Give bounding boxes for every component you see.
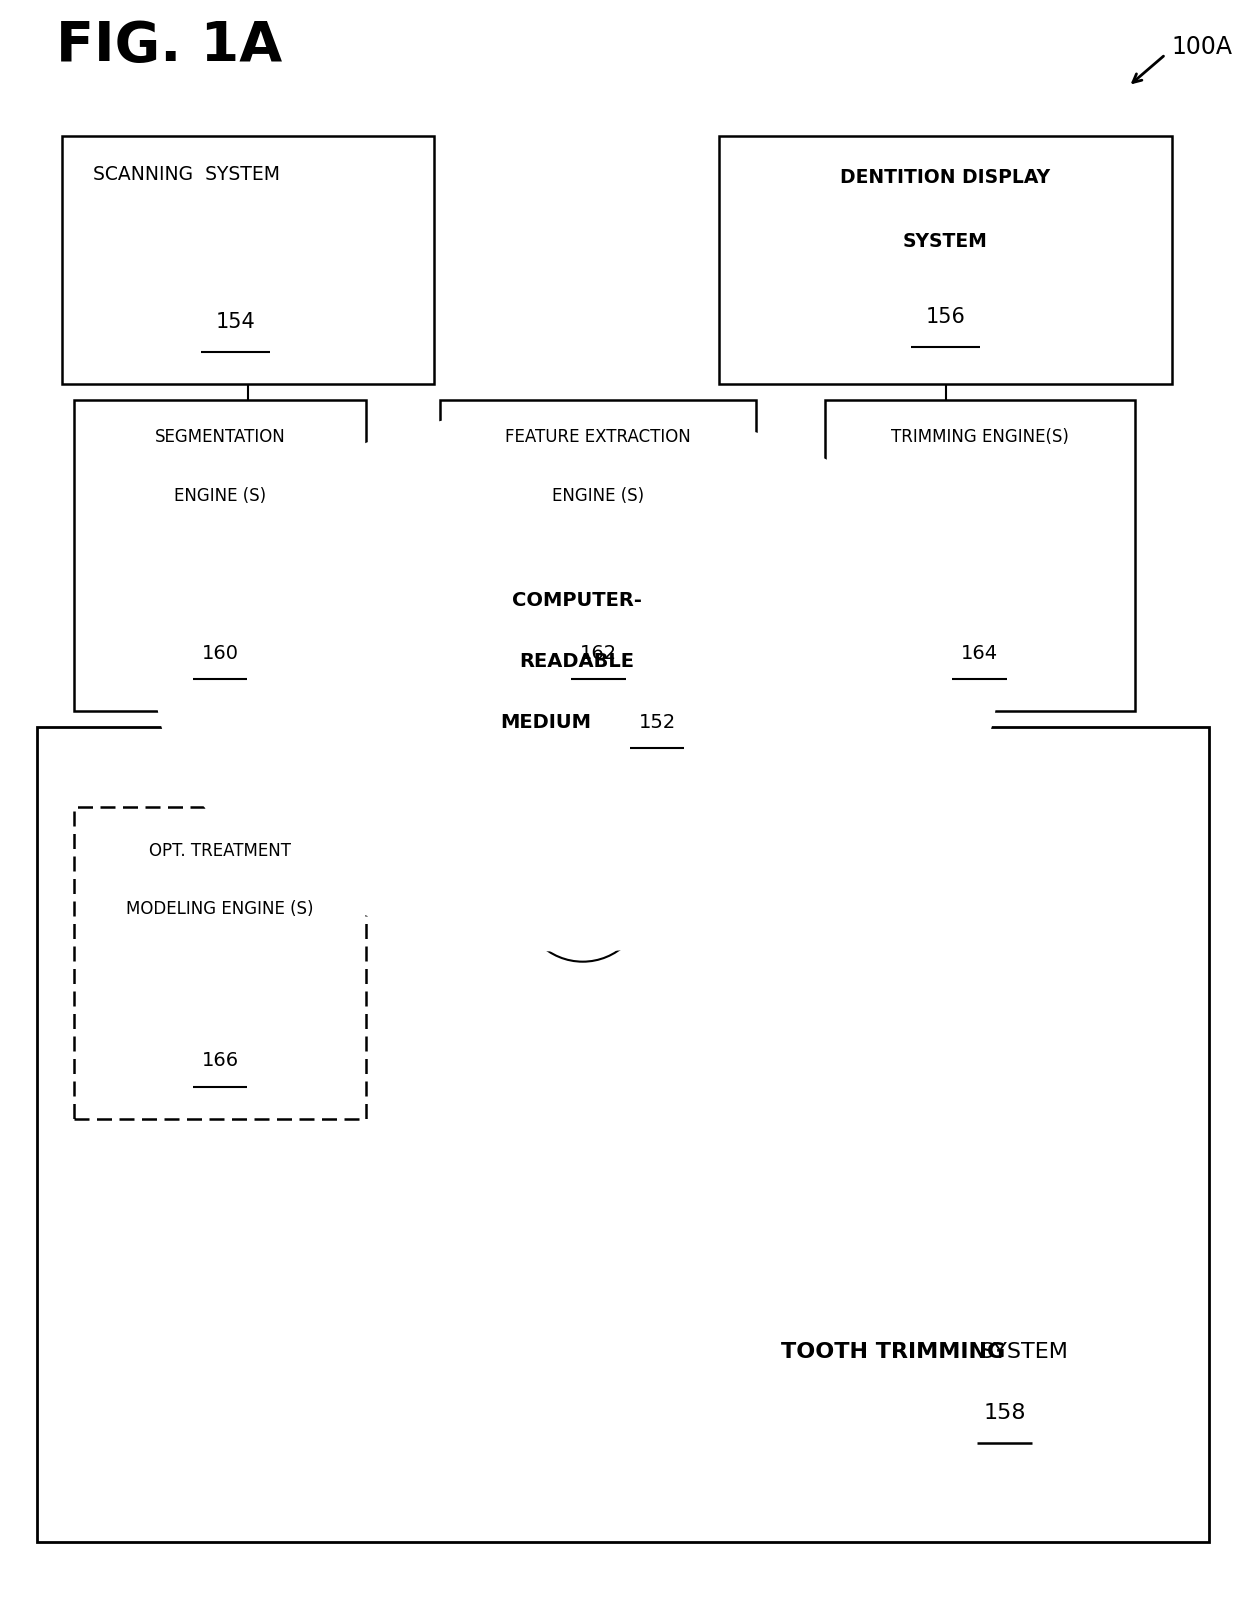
Text: SYSTEM: SYSTEM [903, 232, 988, 251]
Text: 162: 162 [580, 644, 616, 663]
Bar [825, 400, 1135, 711]
Text: OPT. TREATMENT: OPT. TREATMENT [149, 842, 291, 860]
Text: TRIMMING ENGINE(S): TRIMMING ENGINE(S) [890, 428, 1069, 446]
Bar [719, 136, 1172, 384]
Text: SEGMENTATION: SEGMENTATION [155, 428, 285, 446]
Text: ENGINE (S): ENGINE (S) [174, 487, 267, 505]
Bar [74, 400, 366, 711]
Ellipse shape [407, 479, 536, 607]
Ellipse shape [304, 615, 415, 727]
Text: 158: 158 [983, 1403, 1025, 1424]
Ellipse shape [422, 817, 546, 941]
Text: READABLE: READABLE [520, 652, 634, 671]
Ellipse shape [678, 508, 797, 626]
Text: 164: 164 [961, 644, 998, 663]
Text: 166: 166 [202, 1051, 238, 1071]
Ellipse shape [589, 443, 718, 570]
Ellipse shape [611, 804, 740, 932]
Text: 100A: 100A [1172, 35, 1233, 59]
Ellipse shape [729, 607, 841, 719]
Ellipse shape [494, 436, 622, 564]
Text: 156: 156 [925, 307, 966, 328]
Text: 154: 154 [216, 312, 255, 332]
Text: 152: 152 [639, 713, 676, 732]
Text: COMPUTER-: COMPUTER- [512, 591, 641, 610]
Ellipse shape [709, 724, 828, 842]
Text: MODELING ENGINE (S): MODELING ENGINE (S) [126, 900, 314, 917]
Ellipse shape [155, 406, 998, 952]
Text: SYSTEM: SYSTEM [980, 1342, 1069, 1363]
Text: SCANNING  SYSTEM: SCANNING SYSTEM [93, 165, 280, 184]
Text: FEATURE EXTRACTION: FEATURE EXTRACTION [506, 428, 691, 446]
Ellipse shape [334, 524, 453, 642]
Bar [37, 727, 1209, 1542]
Text: ENGINE (S): ENGINE (S) [552, 487, 645, 505]
Ellipse shape [339, 730, 455, 845]
Bar [62, 136, 434, 384]
Text: TOOTH TRIMMING: TOOTH TRIMMING [781, 1342, 1006, 1363]
Bar [440, 400, 756, 711]
Text: MEDIUM: MEDIUM [500, 713, 591, 732]
Ellipse shape [521, 837, 645, 962]
Text: DENTITION DISPLAY: DENTITION DISPLAY [841, 168, 1050, 187]
Bar [74, 807, 366, 1119]
Text: 160: 160 [202, 644, 238, 663]
Text: FIG. 1A: FIG. 1A [56, 19, 281, 74]
